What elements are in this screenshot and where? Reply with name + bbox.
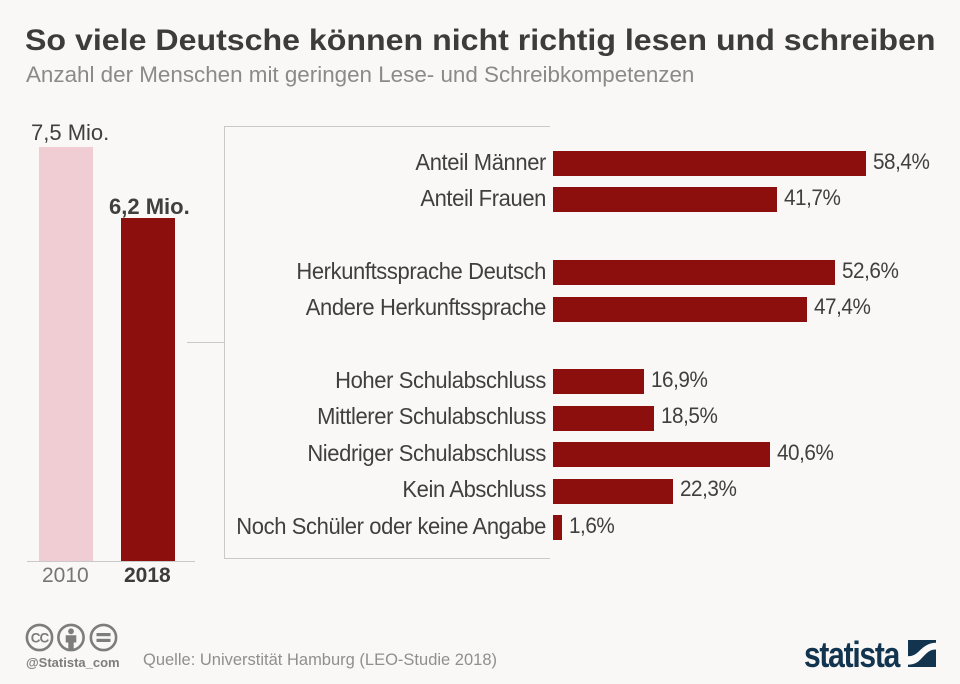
svg-text:CC: CC [31,630,50,645]
